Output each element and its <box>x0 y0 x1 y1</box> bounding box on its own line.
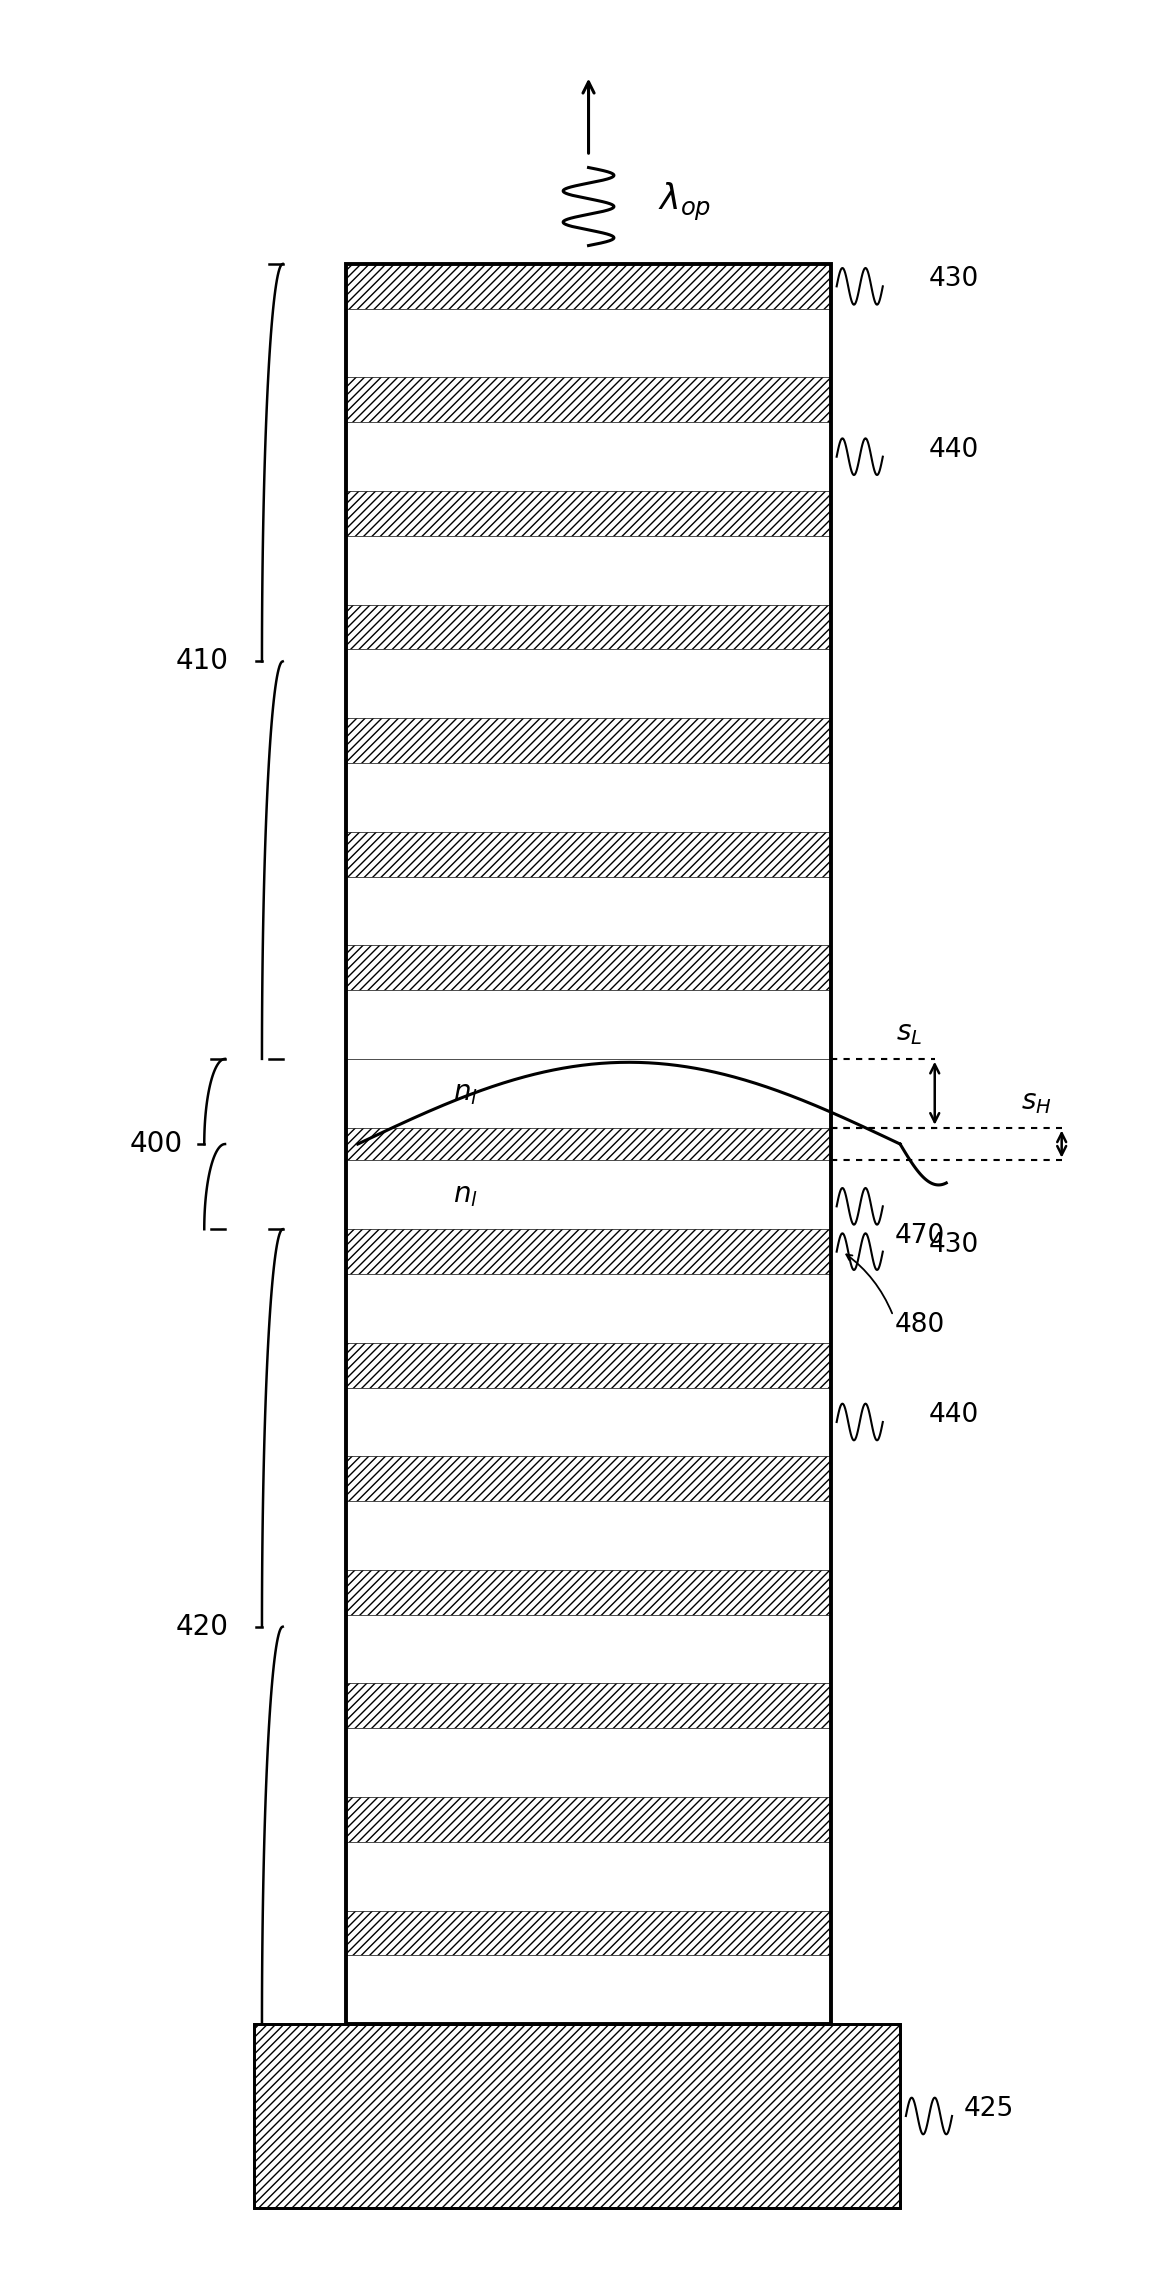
Bar <box>346 310 831 376</box>
Bar <box>346 264 831 310</box>
Bar <box>346 422 831 491</box>
Text: 430: 430 <box>929 266 980 291</box>
Bar <box>346 831 831 877</box>
Bar <box>254 2024 900 2208</box>
Text: $s_L$: $s_L$ <box>897 1019 922 1047</box>
Bar <box>346 604 831 649</box>
Text: 430: 430 <box>929 1232 980 1258</box>
Bar <box>346 1843 831 1912</box>
Bar <box>254 2024 900 2208</box>
Bar <box>346 946 831 989</box>
Text: $\lambda_{op}$: $\lambda_{op}$ <box>658 181 711 223</box>
Bar <box>346 491 831 537</box>
Bar <box>346 1058 831 1127</box>
Text: $s_H$: $s_H$ <box>1021 1088 1051 1115</box>
Bar <box>346 1728 831 1797</box>
Bar <box>346 1570 831 1616</box>
Bar <box>346 1127 831 1161</box>
Text: 425: 425 <box>964 2095 1014 2123</box>
Text: 470: 470 <box>894 1223 945 1248</box>
Bar <box>346 718 831 762</box>
Bar <box>346 649 831 718</box>
Text: 480: 480 <box>894 1313 945 1338</box>
Bar <box>346 1501 831 1570</box>
Text: $n_l$: $n_l$ <box>452 1079 478 1106</box>
Text: 400: 400 <box>129 1129 182 1159</box>
Bar <box>346 1912 831 1955</box>
Bar <box>346 1343 831 1388</box>
Bar <box>346 1797 831 1843</box>
Bar <box>346 1388 831 1457</box>
Bar <box>346 989 831 1058</box>
Bar <box>346 1955 831 2024</box>
Bar <box>346 1161 831 1230</box>
Bar <box>346 877 831 946</box>
Bar <box>346 1685 831 1728</box>
Text: 440: 440 <box>929 1402 980 1427</box>
Bar <box>346 1457 831 1501</box>
Bar <box>346 376 831 422</box>
Text: $n_l$: $n_l$ <box>452 1182 478 1209</box>
Bar <box>346 762 831 831</box>
Bar <box>346 1274 831 1343</box>
Bar <box>346 1616 831 1685</box>
Bar <box>346 1230 831 1274</box>
Bar <box>346 537 831 604</box>
Bar <box>346 264 831 2024</box>
Text: 410: 410 <box>175 647 228 675</box>
Text: 440: 440 <box>929 436 980 464</box>
Text: 420: 420 <box>175 1613 228 1641</box>
